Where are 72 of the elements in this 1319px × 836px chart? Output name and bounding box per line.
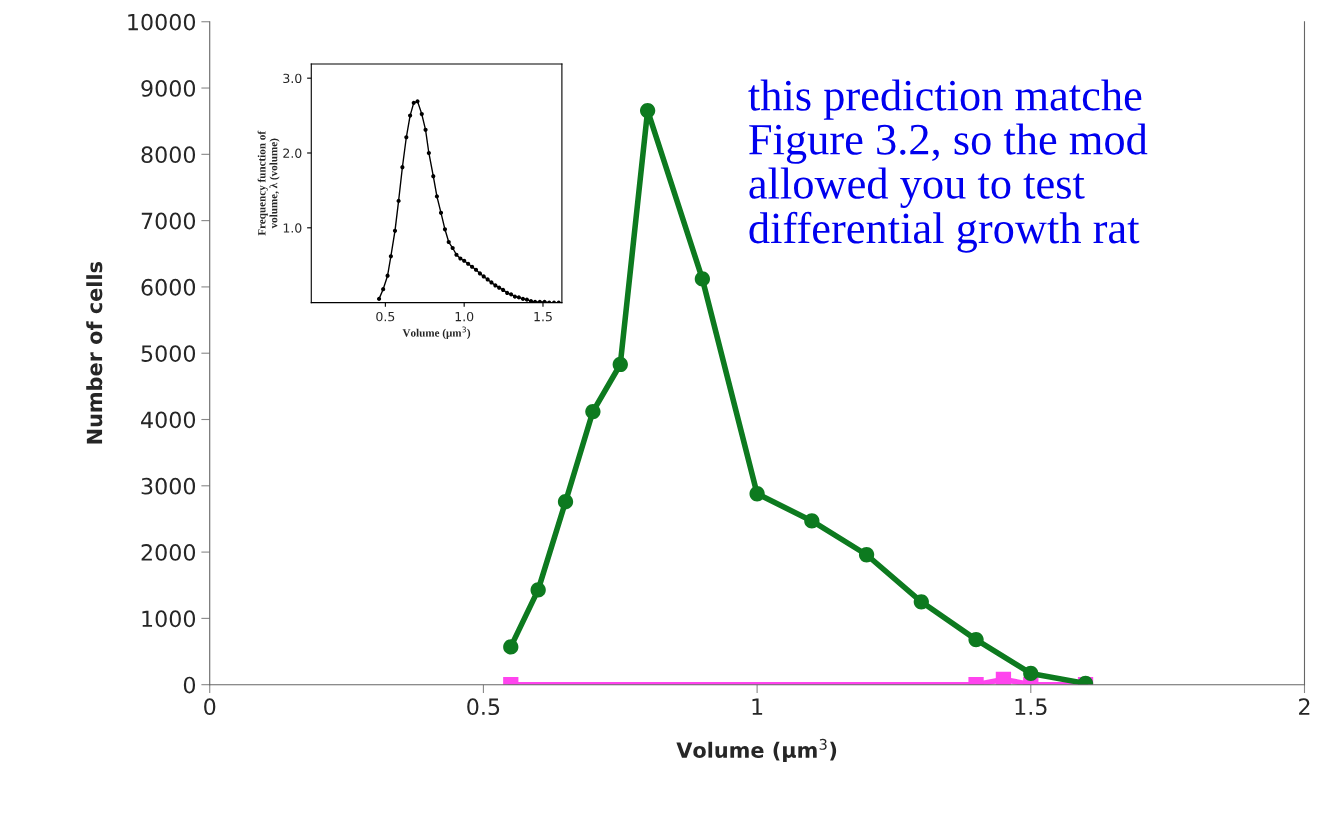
- point: [585, 403, 601, 420]
- point: [524, 297, 529, 302]
- point: [462, 258, 467, 263]
- point: [431, 174, 436, 179]
- x-tick-label: 1.0: [455, 311, 474, 322]
- annotation: this prediction matche Figure 3.2, so the mod allowed you to test differential growth rat: [748, 79, 1148, 253]
- x-tick-label: 2: [1299, 698, 1310, 715]
- point: [505, 290, 510, 295]
- point: [381, 287, 386, 292]
- y-tick-label: 4000: [141, 411, 196, 429]
- x-tick-label: 1.5: [1015, 698, 1047, 716]
- point: [411, 100, 416, 105]
- point: [446, 239, 451, 245]
- x-tick-label: 1: [752, 698, 763, 715]
- y-axis-title: Frequency function of volume, λ (volume): [257, 130, 280, 236]
- point: [520, 296, 526, 301]
- point: [804, 513, 820, 529]
- point: [400, 165, 405, 170]
- y-tick-label: 0: [183, 676, 196, 694]
- point: [388, 254, 393, 259]
- point: [1023, 665, 1039, 682]
- y-tick-label: 8000: [141, 146, 196, 164]
- point: [858, 547, 875, 563]
- point: [913, 594, 929, 610]
- point: [434, 194, 439, 199]
- point: [442, 227, 448, 232]
- y-tick-label: 7000: [141, 212, 196, 230]
- y-tick-label: 9000: [141, 79, 196, 97]
- y-tick-label: 1.0: [283, 223, 302, 233]
- y-tick-label: 5000: [141, 345, 196, 362]
- point: [477, 271, 483, 276]
- x-tick-label: 0.5: [376, 311, 395, 322]
- point: [404, 135, 409, 140]
- y-tick-label: 2.0: [283, 148, 302, 158]
- y-tick-label: 6000: [141, 278, 196, 296]
- point: [612, 356, 628, 373]
- point: [557, 494, 574, 510]
- x-tick-label: 0: [204, 698, 216, 716]
- point: [392, 228, 398, 233]
- point: [466, 261, 471, 266]
- point: [419, 112, 424, 117]
- point: [450, 245, 455, 251]
- point: [497, 285, 502, 290]
- point: [749, 486, 765, 502]
- x-tick-label: 1.5: [534, 312, 552, 322]
- y-axis-title: Number of cells: [86, 262, 103, 444]
- point: [396, 198, 401, 203]
- point: [503, 639, 519, 655]
- point: [408, 113, 413, 118]
- point: [968, 631, 984, 648]
- point: [530, 582, 546, 598]
- point: [639, 102, 656, 119]
- y-tick-label: 10000: [128, 13, 196, 31]
- point: [516, 295, 521, 300]
- point: [469, 264, 475, 269]
- x-axis-title: Volume (μm$^{3}$): [676, 738, 837, 762]
- point: [376, 296, 382, 301]
- y-tick-label: 3000: [141, 477, 196, 495]
- point: [501, 287, 506, 292]
- point: [509, 292, 514, 297]
- point: [694, 271, 711, 287]
- point: [438, 210, 444, 215]
- point: [423, 127, 428, 132]
- point: [473, 267, 479, 272]
- point: [426, 150, 431, 156]
- y-tick-label: 2000: [141, 544, 196, 561]
- point: [995, 671, 1012, 685]
- x-tick-label: 0.5: [467, 698, 500, 716]
- y-tick-label: 3.0: [283, 73, 302, 84]
- point: [512, 294, 518, 299]
- x-axis-title: Volume (μm$^{3}$): [402, 326, 471, 339]
- y-tick-label: 1000: [142, 610, 196, 628]
